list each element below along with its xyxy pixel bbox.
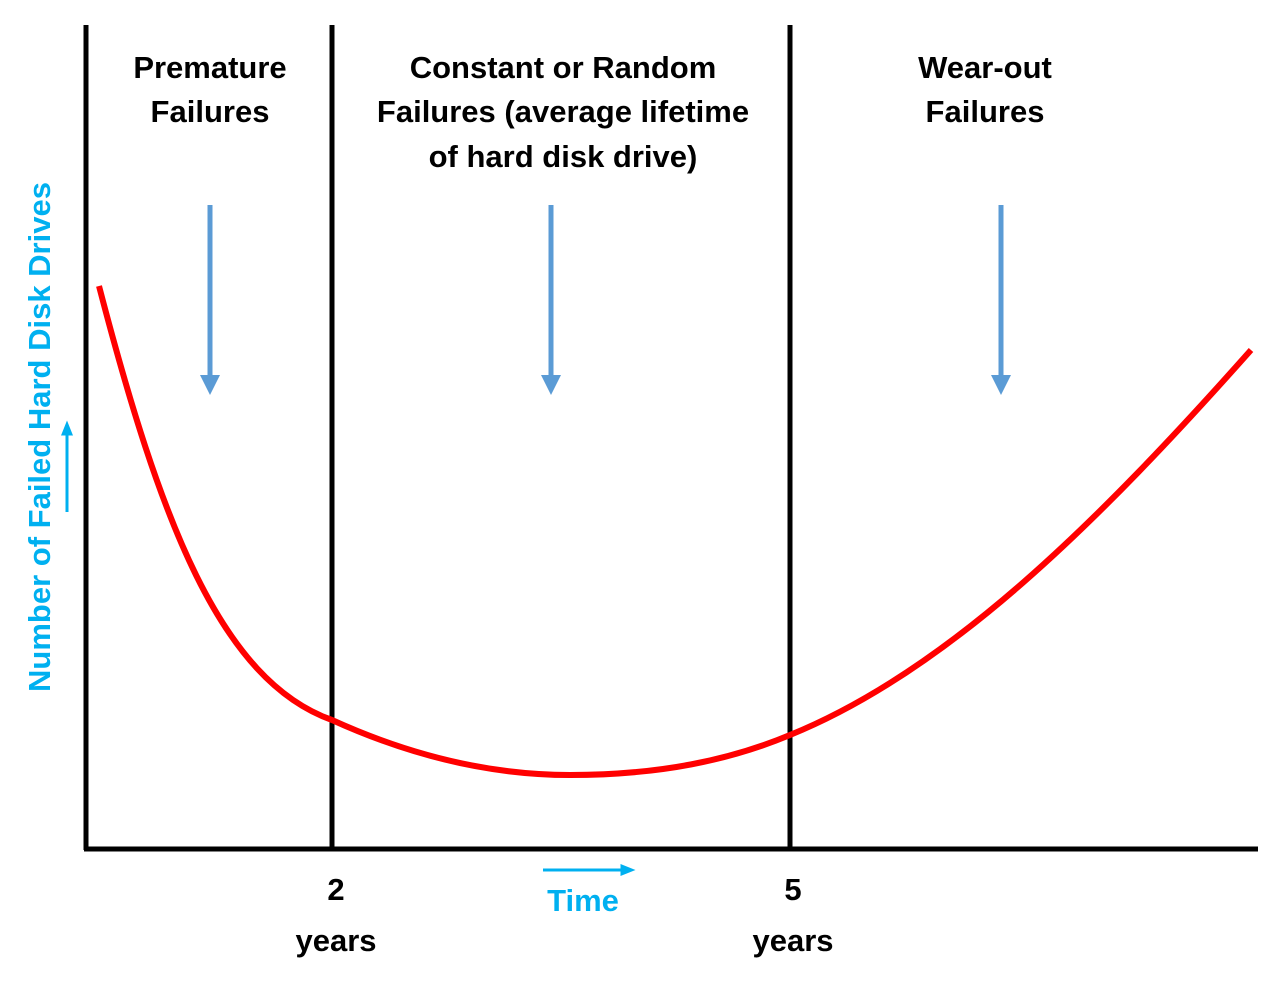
x-tick-unit: years (295, 923, 376, 958)
region-label: Failures (151, 94, 270, 129)
region-label: Premature (133, 50, 286, 85)
x-tick-label: 2 (327, 872, 344, 907)
region-label: Failures (926, 94, 1045, 129)
region-label: Failures (average lifetime (377, 94, 749, 129)
x-tick-unit: years (752, 923, 833, 958)
x-tick-label: 5 (784, 872, 801, 907)
region-label: of hard disk drive) (429, 139, 698, 174)
region-label: Constant or Random (410, 50, 717, 85)
region-label: Wear-out (918, 50, 1052, 85)
x-axis-label: Time (547, 883, 619, 918)
y-axis-label: Number of Failed Hard Disk Drives (22, 182, 57, 692)
failure-curve (96, 285, 1254, 779)
